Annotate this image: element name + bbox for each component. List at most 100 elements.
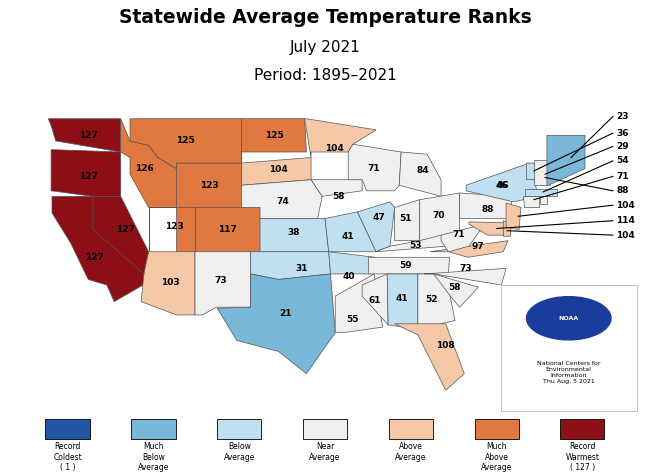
Bar	[303, 419, 347, 439]
Polygon shape	[441, 224, 485, 252]
Polygon shape	[525, 189, 557, 196]
Bar	[131, 419, 176, 439]
Polygon shape	[48, 119, 121, 152]
Polygon shape	[325, 212, 376, 252]
Text: Much
Below
Average: Much Below Average	[138, 442, 169, 472]
Text: 58: 58	[448, 283, 461, 292]
Polygon shape	[311, 180, 362, 196]
Text: 123: 123	[165, 222, 184, 231]
Bar	[560, 419, 604, 439]
Polygon shape	[93, 196, 149, 274]
Polygon shape	[362, 274, 388, 325]
Text: 125: 125	[176, 136, 195, 145]
Text: 71: 71	[616, 172, 629, 181]
Bar	[474, 419, 519, 439]
Text: Record
Warmest
( 127 ): Record Warmest ( 127 )	[566, 442, 599, 472]
Text: Near
Average: Near Average	[309, 442, 341, 462]
Text: Below
Average: Below Average	[224, 442, 255, 462]
Text: 74: 74	[277, 198, 290, 206]
Text: 73: 73	[460, 264, 473, 273]
Text: 23: 23	[616, 112, 629, 121]
Polygon shape	[130, 119, 241, 169]
Text: 127: 127	[79, 172, 97, 181]
Text: Record
Coldest
( 1 ): Record Coldest ( 1 )	[53, 442, 82, 472]
Text: July 2021: July 2021	[290, 39, 360, 55]
Polygon shape	[540, 196, 547, 204]
Polygon shape	[387, 274, 418, 329]
Polygon shape	[195, 208, 260, 252]
Polygon shape	[547, 135, 585, 185]
Polygon shape	[430, 241, 508, 257]
Text: Statewide Average Temperature Ranks: Statewide Average Temperature Ranks	[118, 8, 532, 27]
Text: 88: 88	[616, 186, 629, 195]
Text: 38: 38	[287, 228, 300, 238]
Text: 117: 117	[218, 225, 237, 234]
Polygon shape	[121, 119, 176, 208]
Polygon shape	[526, 163, 543, 180]
Polygon shape	[195, 252, 251, 315]
Text: 46: 46	[495, 181, 508, 190]
Text: 59: 59	[400, 261, 412, 269]
Circle shape	[526, 296, 611, 340]
Text: 127: 127	[116, 225, 135, 234]
Text: 54: 54	[616, 156, 629, 165]
Text: 97: 97	[472, 242, 485, 251]
Polygon shape	[399, 152, 441, 196]
Text: 51: 51	[400, 214, 412, 223]
Polygon shape	[241, 180, 322, 219]
Polygon shape	[176, 163, 241, 208]
Bar	[46, 419, 90, 439]
Text: 123: 123	[200, 181, 218, 190]
Polygon shape	[469, 222, 511, 235]
Text: 46: 46	[497, 181, 510, 190]
Text: 126: 126	[135, 164, 153, 173]
Bar	[217, 419, 261, 439]
Text: 40: 40	[343, 272, 356, 281]
Text: 47: 47	[372, 213, 385, 222]
Polygon shape	[51, 150, 121, 196]
Text: 41: 41	[342, 232, 354, 241]
Text: 21: 21	[279, 309, 291, 318]
Polygon shape	[420, 193, 460, 241]
Text: National Centers for
Environmental
Information
Thu Aug. 5 2021: National Centers for Environmental Infor…	[537, 361, 601, 384]
Polygon shape	[434, 274, 478, 307]
Polygon shape	[149, 208, 195, 252]
Polygon shape	[506, 203, 521, 229]
Text: 31: 31	[296, 264, 308, 273]
Text: 88: 88	[481, 205, 494, 214]
Text: 103: 103	[161, 278, 179, 287]
Text: 104: 104	[269, 165, 288, 174]
Text: 104: 104	[325, 144, 344, 153]
Text: Above
Average: Above Average	[395, 442, 426, 462]
Polygon shape	[376, 235, 447, 252]
Text: 114: 114	[616, 216, 635, 225]
Text: Period: 1895–2021: Period: 1895–2021	[254, 68, 396, 83]
Polygon shape	[523, 196, 539, 208]
Text: 29: 29	[616, 142, 629, 151]
Polygon shape	[241, 119, 306, 163]
Polygon shape	[348, 144, 401, 191]
Polygon shape	[395, 200, 420, 241]
Polygon shape	[534, 160, 547, 185]
Text: 52: 52	[426, 295, 438, 304]
Text: 125: 125	[265, 131, 283, 140]
Text: 84: 84	[416, 166, 429, 175]
Polygon shape	[260, 218, 329, 252]
Text: 58: 58	[333, 192, 345, 201]
FancyBboxPatch shape	[500, 285, 637, 411]
Text: 104: 104	[616, 231, 635, 239]
Text: Much
Above
Average: Much Above Average	[481, 442, 512, 472]
Text: 41: 41	[396, 294, 408, 303]
Polygon shape	[305, 119, 376, 158]
Text: 36: 36	[616, 129, 629, 138]
Polygon shape	[335, 274, 383, 332]
Text: 73: 73	[214, 276, 227, 285]
Text: 53: 53	[409, 241, 421, 249]
Text: 71: 71	[367, 164, 380, 173]
Polygon shape	[418, 274, 455, 329]
Text: 108: 108	[436, 342, 455, 351]
Polygon shape	[251, 252, 331, 279]
Bar	[389, 419, 433, 439]
Polygon shape	[141, 252, 195, 315]
Polygon shape	[217, 274, 335, 374]
